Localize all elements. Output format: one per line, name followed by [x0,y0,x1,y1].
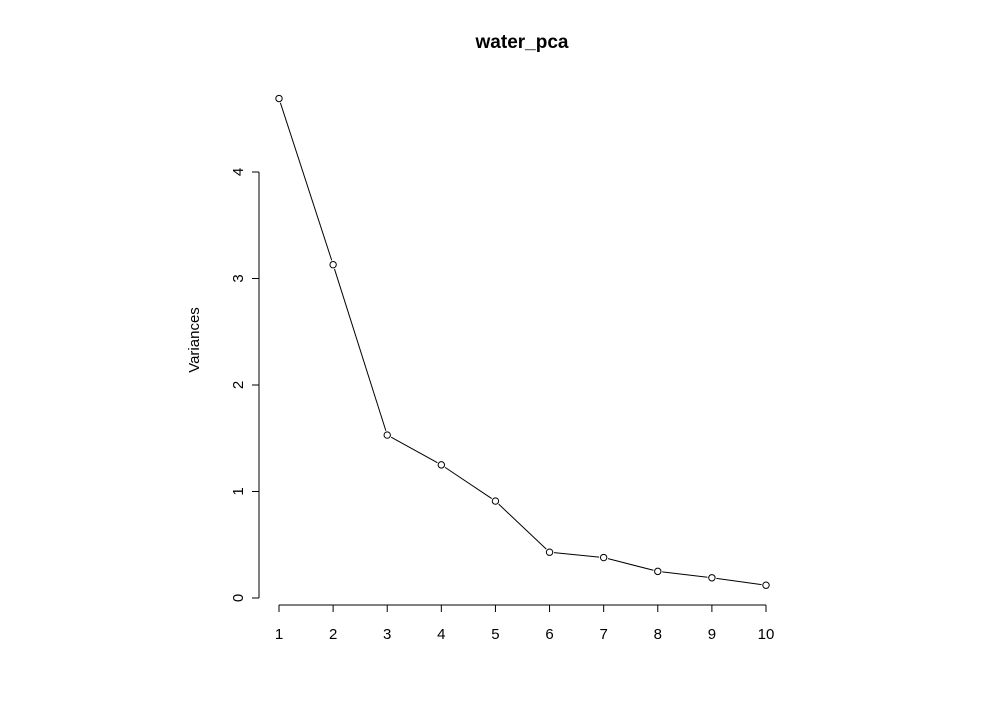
series-line-segment [390,436,438,464]
y-tick-label: 1 [230,487,247,495]
data-point [762,581,770,589]
series-layer [275,94,770,589]
series-line-segment [333,268,387,431]
series-line-segment [279,102,333,261]
x-tick-label: 1 [275,626,283,643]
x-tick-label: 9 [708,626,716,643]
data-point [545,548,554,556]
series-line-segment [716,577,762,586]
data-point [599,553,608,562]
series-line-segment [444,466,492,499]
y-tick-label: 3 [230,274,247,282]
data-point [275,94,283,103]
x-tick-label: 6 [545,626,553,643]
data-point [383,431,391,439]
series-line-segment [607,558,654,571]
x-tick-label: 7 [599,626,607,643]
y-tick-label: 2 [230,381,247,389]
data-point [654,567,662,576]
x-tick-label: 2 [329,626,337,643]
y-tick-label: 0 [230,594,247,602]
y-axis: 0 1 2 3 4 [230,168,260,602]
chart-title: water_pca [475,32,569,53]
series-line-segment [498,503,547,550]
x-tick-label: 8 [654,626,662,643]
x-tick-label: 3 [383,626,391,643]
data-point [491,497,500,505]
series-line-segment [553,552,600,558]
x-tick-label: 4 [437,626,445,643]
y-tick-label: 4 [230,168,247,176]
data-point [329,260,337,269]
series-line-segment [662,571,708,578]
data-point [437,461,446,469]
x-tick-label: 10 [758,626,775,643]
x-tick-label: 5 [491,626,499,643]
y-axis-label: Variances [186,307,203,373]
data-point [708,574,716,582]
x-axis: 1 2 3 4 5 6 7 8 9 10 [275,604,775,643]
